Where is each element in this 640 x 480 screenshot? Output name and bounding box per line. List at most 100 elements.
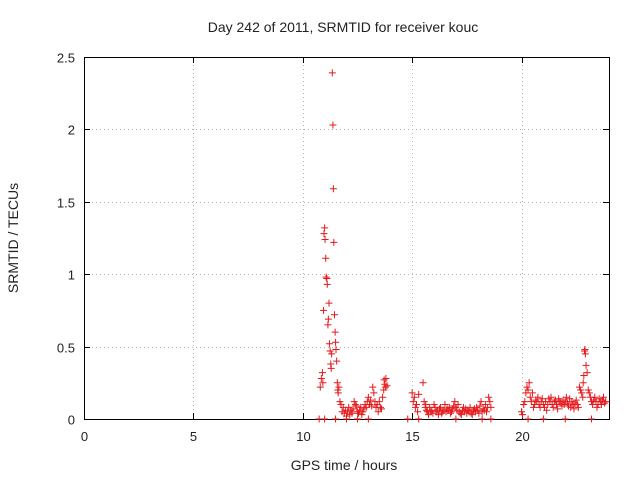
data-point [420,398,428,406]
data-point [332,415,340,423]
data-point [560,401,568,409]
data-point [429,409,437,417]
data-point [593,403,601,411]
data-point [435,405,443,413]
plot-frame [84,57,610,420]
data-point [319,379,327,387]
chart-title: Day 242 of 2011, SRMTID for receiver kou… [208,19,479,35]
data-point [362,403,370,411]
data-point [329,185,337,193]
data-point [568,398,576,406]
x-tick-label: 10 [296,429,310,444]
data-point [326,347,334,355]
data-point [322,254,330,262]
data-point [415,390,423,398]
data-point [445,403,453,411]
data-point [330,311,338,319]
data-point [583,369,591,377]
data-point [381,383,389,391]
data-point [538,395,546,403]
data-point [486,398,494,406]
data-point [600,393,608,401]
data-point [578,389,586,397]
data-point [521,398,529,406]
data-point [318,369,326,377]
data-point [449,405,457,413]
data-point [595,395,603,403]
data-point [584,386,592,394]
data-point [359,408,367,416]
data-point [473,403,481,411]
data-point [413,401,420,409]
data-point [356,406,364,414]
data-point [321,235,329,243]
data-point [320,230,328,238]
data-point [577,386,585,394]
data-point [601,399,609,407]
data-point [355,409,363,417]
data-point [404,415,412,423]
data-point [572,396,580,404]
data-point [317,374,325,382]
data-point [333,379,341,387]
data-point [325,340,333,348]
data-point [446,409,454,417]
data-point [477,398,485,406]
data-point [323,280,331,288]
data-point [448,408,455,416]
data-point [375,398,383,406]
data-point [573,401,581,409]
data-point [487,403,495,411]
x-tick-label: 0 [81,429,88,444]
data-point [520,401,528,409]
data-point [332,338,340,346]
data-point [454,401,462,409]
data-point [581,350,589,358]
data-point [519,411,527,419]
y-tick-label: 0 [68,413,75,428]
data-point [329,121,337,129]
data-point [478,415,486,423]
data-point [475,409,483,417]
data-point [539,415,547,423]
data-point [316,383,324,391]
x-tick-labels: 0 5 10 15 20 [81,429,530,444]
data-point [602,398,610,406]
data-point [324,315,332,323]
data-point [523,383,531,391]
data-point [330,238,338,246]
data-point [468,411,476,419]
data-point [441,401,449,409]
data-point [591,393,599,401]
data-point [451,398,459,406]
y-tick-label: 1 [68,268,75,283]
data-point [380,376,388,384]
data-point [333,357,341,365]
data-point [382,374,390,382]
data-point [466,403,474,411]
y-tick-label: 0.5 [57,341,75,356]
y-axis-label: SRMTID / TECUs [5,183,21,293]
data-point [547,393,555,401]
data-point [530,403,538,411]
data-points [315,69,610,423]
data-point [325,299,333,307]
data-point [553,401,560,409]
data-point [422,401,430,409]
data-point [411,403,419,411]
grid-lines [84,57,609,419]
data-point [343,415,350,423]
data-point [352,402,360,410]
data-point [348,409,356,417]
data-point [479,405,487,413]
data-point [369,383,377,391]
data-point [534,393,542,401]
data-point [543,406,551,414]
data-point [518,408,525,416]
data-point [457,411,465,419]
data-point [336,398,344,406]
data-point [570,405,578,413]
data-point [562,393,570,401]
data-point [380,386,388,394]
